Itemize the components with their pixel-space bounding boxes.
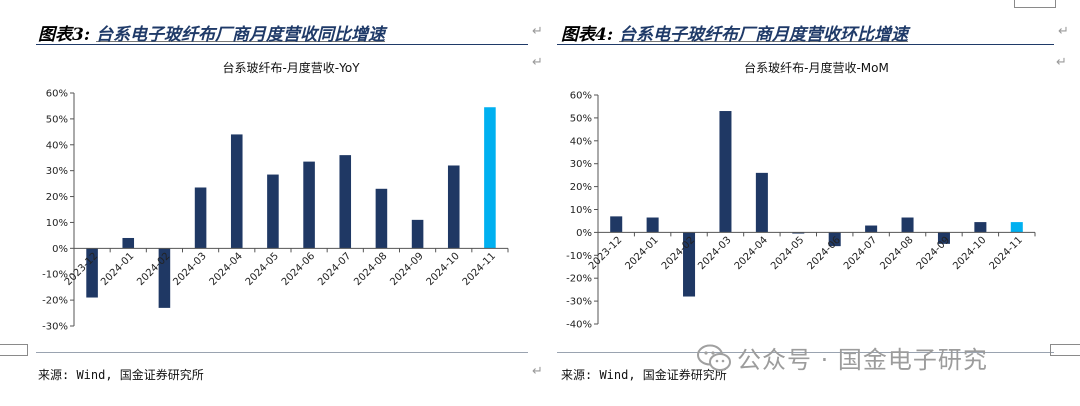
wechat-icon bbox=[697, 344, 731, 378]
mom-x-tick-label: 2024-03 bbox=[696, 235, 733, 272]
left-figure-heading: 台系电子玻纤布厂商月度营收同比增速 bbox=[96, 25, 386, 45]
yoy-bar bbox=[86, 248, 98, 298]
mom-x-tick-label: 2024-06 bbox=[805, 235, 842, 272]
mom-y-tick-label: -40% bbox=[566, 320, 592, 331]
yoy-x-tick-label: 2024-01 bbox=[99, 251, 136, 288]
mom-bar bbox=[719, 111, 732, 233]
yoy-y-tick-label: -10% bbox=[42, 270, 68, 281]
left-header-rule bbox=[36, 44, 528, 45]
yoy-x-tick-label: 2024-08 bbox=[352, 251, 389, 288]
yoy-bar bbox=[267, 174, 279, 249]
yoy-bar bbox=[158, 248, 171, 308]
yoy-y-tick-label: 30% bbox=[46, 166, 68, 177]
yoy-y-tick-label: 0% bbox=[52, 244, 68, 255]
yoy-x-tick-label: 2024-10 bbox=[425, 251, 462, 288]
yoy-y-tick-label: 60% bbox=[46, 89, 68, 100]
mom-x-tick-label: 2024-09 bbox=[915, 235, 952, 272]
yoy-bar bbox=[375, 188, 388, 249]
mom-x-tick-label: 2024-05 bbox=[769, 235, 806, 272]
paragraph-mark-icon: ↵ bbox=[532, 24, 543, 39]
yoy-x-tick-label: 2024-07 bbox=[316, 251, 353, 288]
watermark: 公众号 · 国金电子研究 bbox=[697, 340, 988, 378]
mom-x-tick-label: 2024-01 bbox=[623, 235, 660, 272]
mom-bar bbox=[901, 217, 914, 233]
yoy-chart: 台系玻纤布-月度营收-YoY -30% -20% -10% 0% 10% 20% 30% 40%… bbox=[42, 60, 509, 333]
right-footer-rule bbox=[557, 352, 1054, 353]
mom-x-tick-label: 2023-12 bbox=[587, 235, 624, 272]
mom-y-tick-label: 60% bbox=[570, 91, 592, 102]
mom-y-tick-label: 10% bbox=[570, 205, 592, 216]
mom-bar bbox=[865, 225, 878, 233]
paragraph-mark-icon: ↵ bbox=[532, 55, 543, 70]
left-footer-rule bbox=[36, 352, 528, 353]
mom-x-tick-label: 2024-10 bbox=[951, 235, 988, 272]
mom-y-tick-label: 30% bbox=[570, 159, 592, 170]
yoy-bar bbox=[447, 165, 460, 249]
yoy-bar bbox=[303, 161, 315, 249]
mom-x-tick-label: 2024-08 bbox=[878, 235, 915, 272]
mom-y-tick-label: 0% bbox=[576, 228, 592, 239]
yoy-x-tick-label: 2024-11 bbox=[461, 251, 498, 288]
yoy-y-tick-label: 20% bbox=[46, 192, 68, 203]
mom-bar bbox=[610, 216, 623, 233]
mom-bar bbox=[937, 232, 950, 244]
mom-bar bbox=[755, 172, 768, 233]
left-source-note: 来源: Wind, 国金证券研究所 bbox=[38, 368, 204, 382]
yoy-bar bbox=[230, 134, 243, 249]
right-header-rule bbox=[557, 44, 1054, 45]
yoy-y-tick-label: 40% bbox=[46, 140, 68, 151]
mom-bar bbox=[683, 232, 696, 297]
yoy-x-tick-label: 2024-04 bbox=[208, 251, 245, 288]
yoy-bar bbox=[411, 219, 424, 249]
mom-y-tick-label: -20% bbox=[566, 274, 592, 285]
yoy-chart-title: 台系玻纤布-月度营收-YoY bbox=[222, 60, 360, 75]
page-corner-box bbox=[1014, 0, 1056, 8]
right-figure-heading: 台系电子玻纤布厂商月度营收环比增速 bbox=[619, 25, 909, 45]
mom-bar bbox=[828, 232, 841, 247]
yoy-x-tick-label: 2024-06 bbox=[280, 251, 317, 288]
yoy-y-tick-label: 10% bbox=[46, 218, 68, 229]
mom-y-tick-label: -30% bbox=[566, 297, 592, 308]
mom-y-tick-label: -10% bbox=[566, 251, 592, 262]
yoy-bar bbox=[122, 237, 135, 249]
mom-y-tick-label: 20% bbox=[570, 182, 592, 193]
right-figure-label: 图表4: bbox=[561, 25, 614, 45]
yoy-x-tick-label: 2024-09 bbox=[388, 251, 425, 288]
paragraph-mark-icon: ↵ bbox=[1056, 55, 1067, 70]
yoy-y-tick-label: -30% bbox=[42, 322, 68, 333]
yoy-bar bbox=[339, 155, 352, 249]
yoy-y-tick-label: -20% bbox=[42, 296, 68, 307]
mom-bar bbox=[974, 222, 987, 233]
left-figure-label: 图表3: bbox=[38, 25, 91, 45]
mom-y-tick-label: 50% bbox=[570, 113, 592, 124]
yoy-x-tick-label: 2024-03 bbox=[171, 251, 208, 288]
right-figure-title: 图表4: 台系电子玻纤布厂商月度营收环比增速 bbox=[561, 20, 908, 45]
mom-chart: 台系玻纤布-月度营收-MoM -40% -30% -20% -10% 0% 10% 20% 30… bbox=[566, 60, 1036, 331]
right-source-note: 来源: Wind, 国金证券研究所 bbox=[561, 368, 727, 382]
mom-x-tick-label: 2024-11 bbox=[988, 235, 1025, 272]
yoy-y-tick-label: 50% bbox=[46, 114, 68, 125]
left-figure-title: 图表3: 台系电子玻纤布厂商月度营收同比增速 bbox=[38, 20, 385, 45]
mom-x-tick-label: 2024-04 bbox=[733, 235, 770, 272]
mom-x-tick-label: 2024-07 bbox=[842, 235, 879, 272]
yoy-bar bbox=[194, 187, 207, 249]
mom-bar bbox=[646, 217, 659, 233]
page-corner-box bbox=[1050, 344, 1080, 356]
paragraph-mark-icon: ↵ bbox=[1058, 24, 1069, 39]
page-corner-box bbox=[0, 344, 28, 356]
mom-y-tick-label: 40% bbox=[570, 136, 592, 147]
paragraph-mark-icon: ↵ bbox=[532, 364, 543, 379]
watermark-text: 公众号 · 国金电子研究 bbox=[737, 346, 988, 374]
mom-bar bbox=[1010, 222, 1023, 233]
yoy-x-tick-label: 2024-05 bbox=[244, 251, 281, 288]
mom-chart-title: 台系玻纤布-月度营收-MoM bbox=[744, 60, 889, 75]
mom-bar bbox=[792, 232, 805, 234]
yoy-bar bbox=[484, 107, 496, 249]
